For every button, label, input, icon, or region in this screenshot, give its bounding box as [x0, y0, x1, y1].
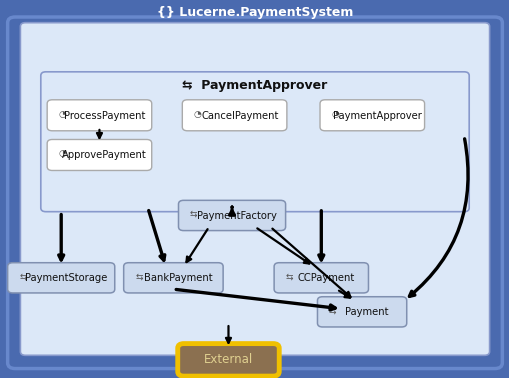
Text: ⇆  PaymentApprover: ⇆ PaymentApprover — [182, 79, 327, 91]
FancyBboxPatch shape — [8, 17, 501, 369]
Text: ⇆: ⇆ — [285, 272, 293, 281]
Text: ◔: ◔ — [193, 110, 201, 119]
FancyBboxPatch shape — [320, 100, 423, 131]
Text: CCPayment: CCPayment — [297, 273, 354, 283]
FancyBboxPatch shape — [317, 297, 406, 327]
Text: ◔: ◔ — [331, 110, 338, 119]
Text: BankPayment: BankPayment — [144, 273, 212, 283]
Text: ⇆: ⇆ — [328, 306, 336, 315]
FancyBboxPatch shape — [274, 263, 367, 293]
FancyBboxPatch shape — [182, 100, 286, 131]
Text: External: External — [204, 353, 252, 366]
FancyBboxPatch shape — [41, 72, 468, 212]
FancyBboxPatch shape — [178, 200, 285, 231]
FancyBboxPatch shape — [47, 139, 152, 170]
Text: PaymentStorage: PaymentStorage — [25, 273, 107, 283]
Text: ⇆: ⇆ — [135, 272, 143, 281]
Text: ⇆: ⇆ — [19, 272, 26, 281]
Text: {} Lucerne.PaymentSystem: {} Lucerne.PaymentSystem — [156, 6, 353, 19]
Text: CancelPayment: CancelPayment — [201, 111, 278, 121]
Text: ◔: ◔ — [59, 149, 66, 158]
Text: ⇆: ⇆ — [190, 210, 197, 219]
FancyBboxPatch shape — [8, 263, 115, 293]
Text: ApprovePayment: ApprovePayment — [62, 150, 147, 160]
FancyBboxPatch shape — [47, 100, 152, 131]
FancyBboxPatch shape — [124, 263, 223, 293]
Text: ProcessPayment: ProcessPayment — [64, 111, 145, 121]
Text: PaymentApprover: PaymentApprover — [332, 111, 421, 121]
Text: PaymentFactory: PaymentFactory — [197, 211, 276, 221]
Text: ◔: ◔ — [59, 110, 66, 119]
FancyBboxPatch shape — [20, 23, 489, 355]
Text: Payment: Payment — [345, 307, 388, 317]
FancyBboxPatch shape — [178, 344, 279, 376]
